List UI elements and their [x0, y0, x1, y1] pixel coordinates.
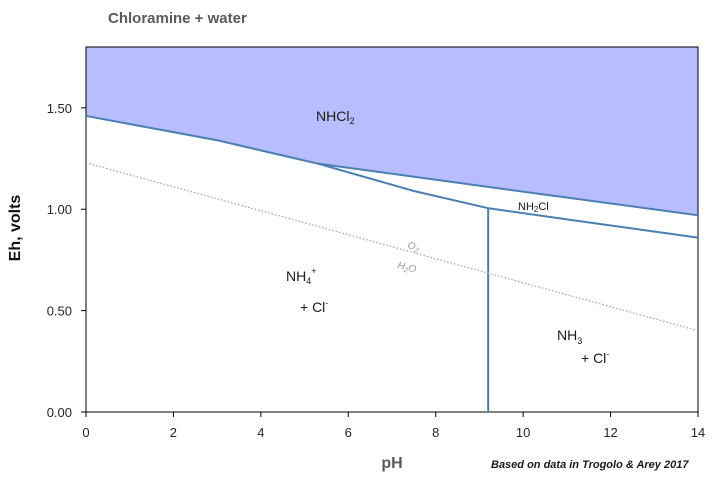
boundary-line-0 — [85, 114, 318, 165]
region-label-nh3-chloride: + Cl- — [581, 349, 609, 366]
water-line-label-h2o: H2O — [396, 260, 417, 276]
x-tick-label: 12 — [603, 425, 617, 440]
x-axis-label: pH — [381, 455, 402, 472]
x-tick-label: 2 — [170, 425, 177, 440]
x-tick-label: 10 — [516, 425, 530, 440]
x-tick-label: 4 — [257, 425, 264, 440]
boundary-line-1 — [317, 162, 699, 217]
y-tick-label: 1.50 — [47, 101, 72, 116]
nhcl2-region-fill — [86, 47, 698, 216]
region-label-nh4: NH4+ — [286, 266, 317, 286]
x-tick-label: 6 — [345, 425, 352, 440]
region-label-nh4-chloride: + Cl- — [300, 298, 328, 315]
boundary-line-3 — [488, 207, 699, 239]
y-axis-label: Eh, volts — [7, 195, 24, 262]
boundary-line-2 — [317, 162, 489, 210]
y-tick-label: 0.50 — [47, 304, 72, 319]
x-tick-label: 0 — [82, 425, 89, 440]
water-stability-line — [85, 162, 699, 332]
x-tick-label: 8 — [432, 425, 439, 440]
chart-title: Chloramine + water — [108, 10, 247, 27]
series-lines — [85, 114, 699, 412]
source-note: Based on data in Trogolo & Arey 2017 — [491, 459, 689, 471]
axis-ticks: 0 2 4 6 8 10 12 14 0.00 0.50 1.00 1.50 — [47, 101, 706, 440]
region-label-nh3: NH3 — [557, 327, 582, 346]
x-tick-label: 14 — [691, 425, 705, 440]
region-label-nhcl2: NHCl2 — [316, 108, 354, 126]
y-tick-label: 1.00 — [47, 202, 72, 217]
region-label-nh2cl: NH2Cl — [518, 201, 549, 214]
y-tick-label: 0.00 — [47, 405, 72, 420]
water-line-label-o2: O2 — [406, 240, 420, 254]
plot-area-frame — [85, 46, 699, 413]
